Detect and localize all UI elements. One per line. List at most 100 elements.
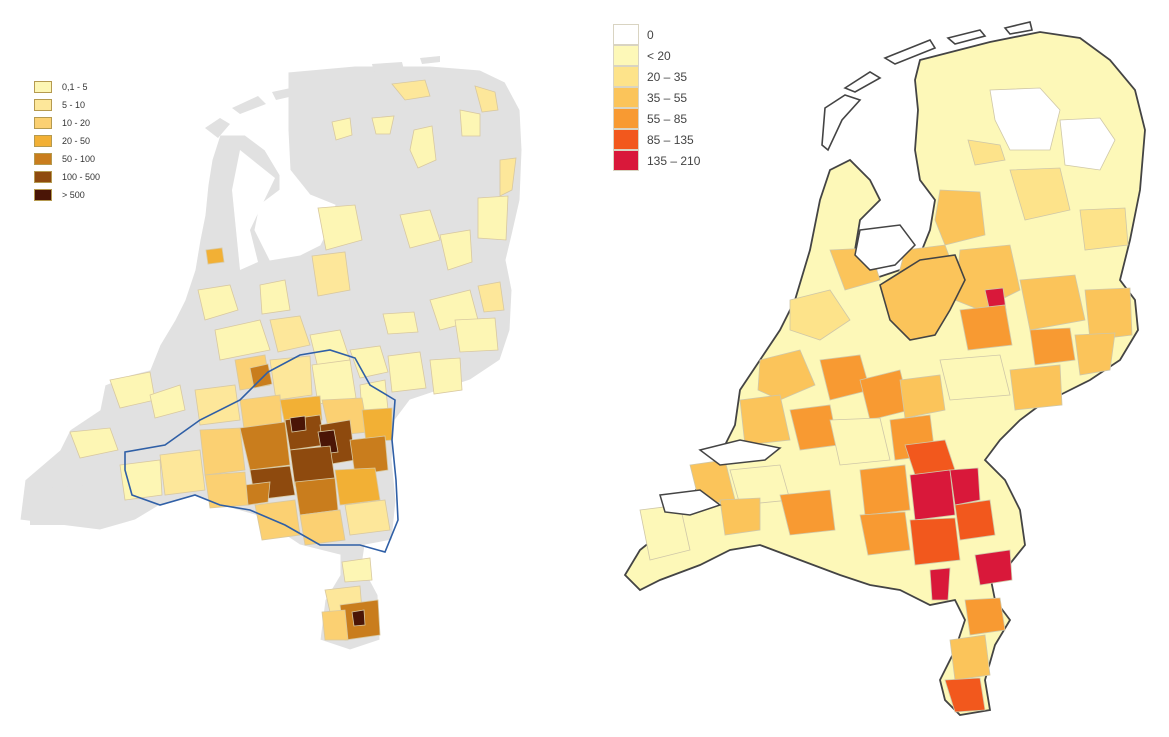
- region: [859, 511, 911, 556]
- region: [899, 374, 946, 419]
- legend-label: 55 – 85: [647, 111, 688, 126]
- region: [69, 427, 119, 459]
- legend-label: 5 - 10: [62, 100, 86, 110]
- right-map-water-bodies: [659, 224, 916, 516]
- legend-item: 0: [613, 24, 700, 45]
- region: [254, 499, 301, 541]
- right-choropleth-map: [623, 21, 1146, 716]
- legend-label: 35 – 55: [647, 90, 688, 105]
- legend-label: 0,1 - 5: [62, 82, 88, 92]
- region: [311, 251, 351, 297]
- legend-item: 20 – 35: [613, 66, 700, 87]
- region: [964, 597, 1006, 636]
- legend-label: < 20: [647, 48, 671, 63]
- legend-item: 35 – 55: [613, 87, 700, 108]
- region: [909, 517, 961, 566]
- region: [954, 499, 996, 541]
- region: [317, 204, 363, 251]
- left-choropleth-map: [19, 56, 523, 651]
- legend-swatch: [34, 135, 52, 147]
- region: [1084, 287, 1133, 341]
- region: [294, 477, 339, 516]
- region: [439, 229, 473, 271]
- region: [477, 281, 505, 313]
- legend-item: 0,1 - 5: [34, 78, 100, 96]
- legend-swatch: [34, 117, 52, 129]
- region: [331, 117, 353, 141]
- legend-swatch: [613, 45, 639, 66]
- region: [197, 284, 239, 321]
- legend-item: 50 - 100: [34, 150, 100, 168]
- legend-item: 55 – 85: [613, 108, 700, 129]
- region: [757, 349, 816, 401]
- region: [989, 87, 1061, 151]
- region: [344, 499, 391, 536]
- region: [399, 209, 441, 249]
- region: [239, 421, 291, 471]
- region: [382, 311, 419, 335]
- legend-swatch: [613, 150, 639, 171]
- region: [341, 557, 373, 583]
- region: [249, 363, 273, 389]
- region: [934, 189, 986, 246]
- region: [454, 317, 499, 353]
- region: [371, 115, 395, 135]
- region: [321, 609, 349, 641]
- region: [1009, 167, 1071, 221]
- region: [967, 139, 1006, 166]
- right-map-regions: [639, 87, 1133, 713]
- region: [391, 79, 431, 101]
- region: [205, 247, 225, 265]
- left-map-background-country: [19, 56, 523, 651]
- legend-item: 100 - 500: [34, 168, 100, 186]
- legend-swatch: [34, 171, 52, 183]
- region: [974, 549, 1013, 586]
- region: [909, 469, 956, 521]
- region: [1029, 327, 1076, 366]
- legend-item: 85 – 135: [613, 129, 700, 150]
- legend-swatch: [613, 24, 639, 45]
- region: [944, 677, 986, 713]
- legend-item: < 20: [613, 45, 700, 66]
- region: [859, 464, 911, 516]
- legend-swatch: [613, 129, 639, 150]
- legend-label: 10 - 20: [62, 118, 91, 128]
- legend-label: 0: [647, 27, 654, 42]
- region: [351, 609, 366, 627]
- region: [929, 567, 951, 601]
- legend-item: 5 - 10: [34, 96, 100, 114]
- legend-label: 50 - 100: [62, 154, 96, 164]
- legend-swatch: [34, 99, 52, 111]
- region: [939, 354, 1011, 401]
- legend-item: > 500: [34, 186, 100, 204]
- region: [829, 417, 891, 466]
- region: [349, 345, 389, 379]
- region: [429, 357, 463, 395]
- legend-swatch: [613, 66, 639, 87]
- legend-label: 85 – 135: [647, 132, 694, 147]
- legend-item: 10 - 20: [34, 114, 100, 132]
- legend-swatch: [613, 108, 639, 129]
- region: [204, 471, 249, 509]
- region: [789, 289, 851, 341]
- legend-swatch: [34, 153, 52, 165]
- region: [779, 489, 836, 536]
- region: [199, 427, 246, 476]
- legend-label: 100 - 500: [62, 172, 101, 182]
- region: [269, 355, 313, 401]
- region: [1074, 332, 1116, 376]
- legend-label: 20 – 35: [647, 69, 688, 84]
- right-map-legend: 0 < 20 20 – 35 35 – 55 55 – 85 85 – 135 …: [613, 24, 700, 171]
- region: [214, 319, 271, 361]
- legend-swatch: [34, 81, 52, 93]
- legend-label: > 500: [62, 190, 85, 200]
- region: [477, 195, 509, 241]
- region: [719, 497, 761, 536]
- region: [259, 279, 291, 315]
- region: [269, 315, 311, 353]
- region: [409, 125, 437, 169]
- region: [459, 109, 481, 137]
- region: [1079, 207, 1129, 251]
- right-map-flevoland: [879, 254, 966, 341]
- legend-swatch: [34, 189, 52, 201]
